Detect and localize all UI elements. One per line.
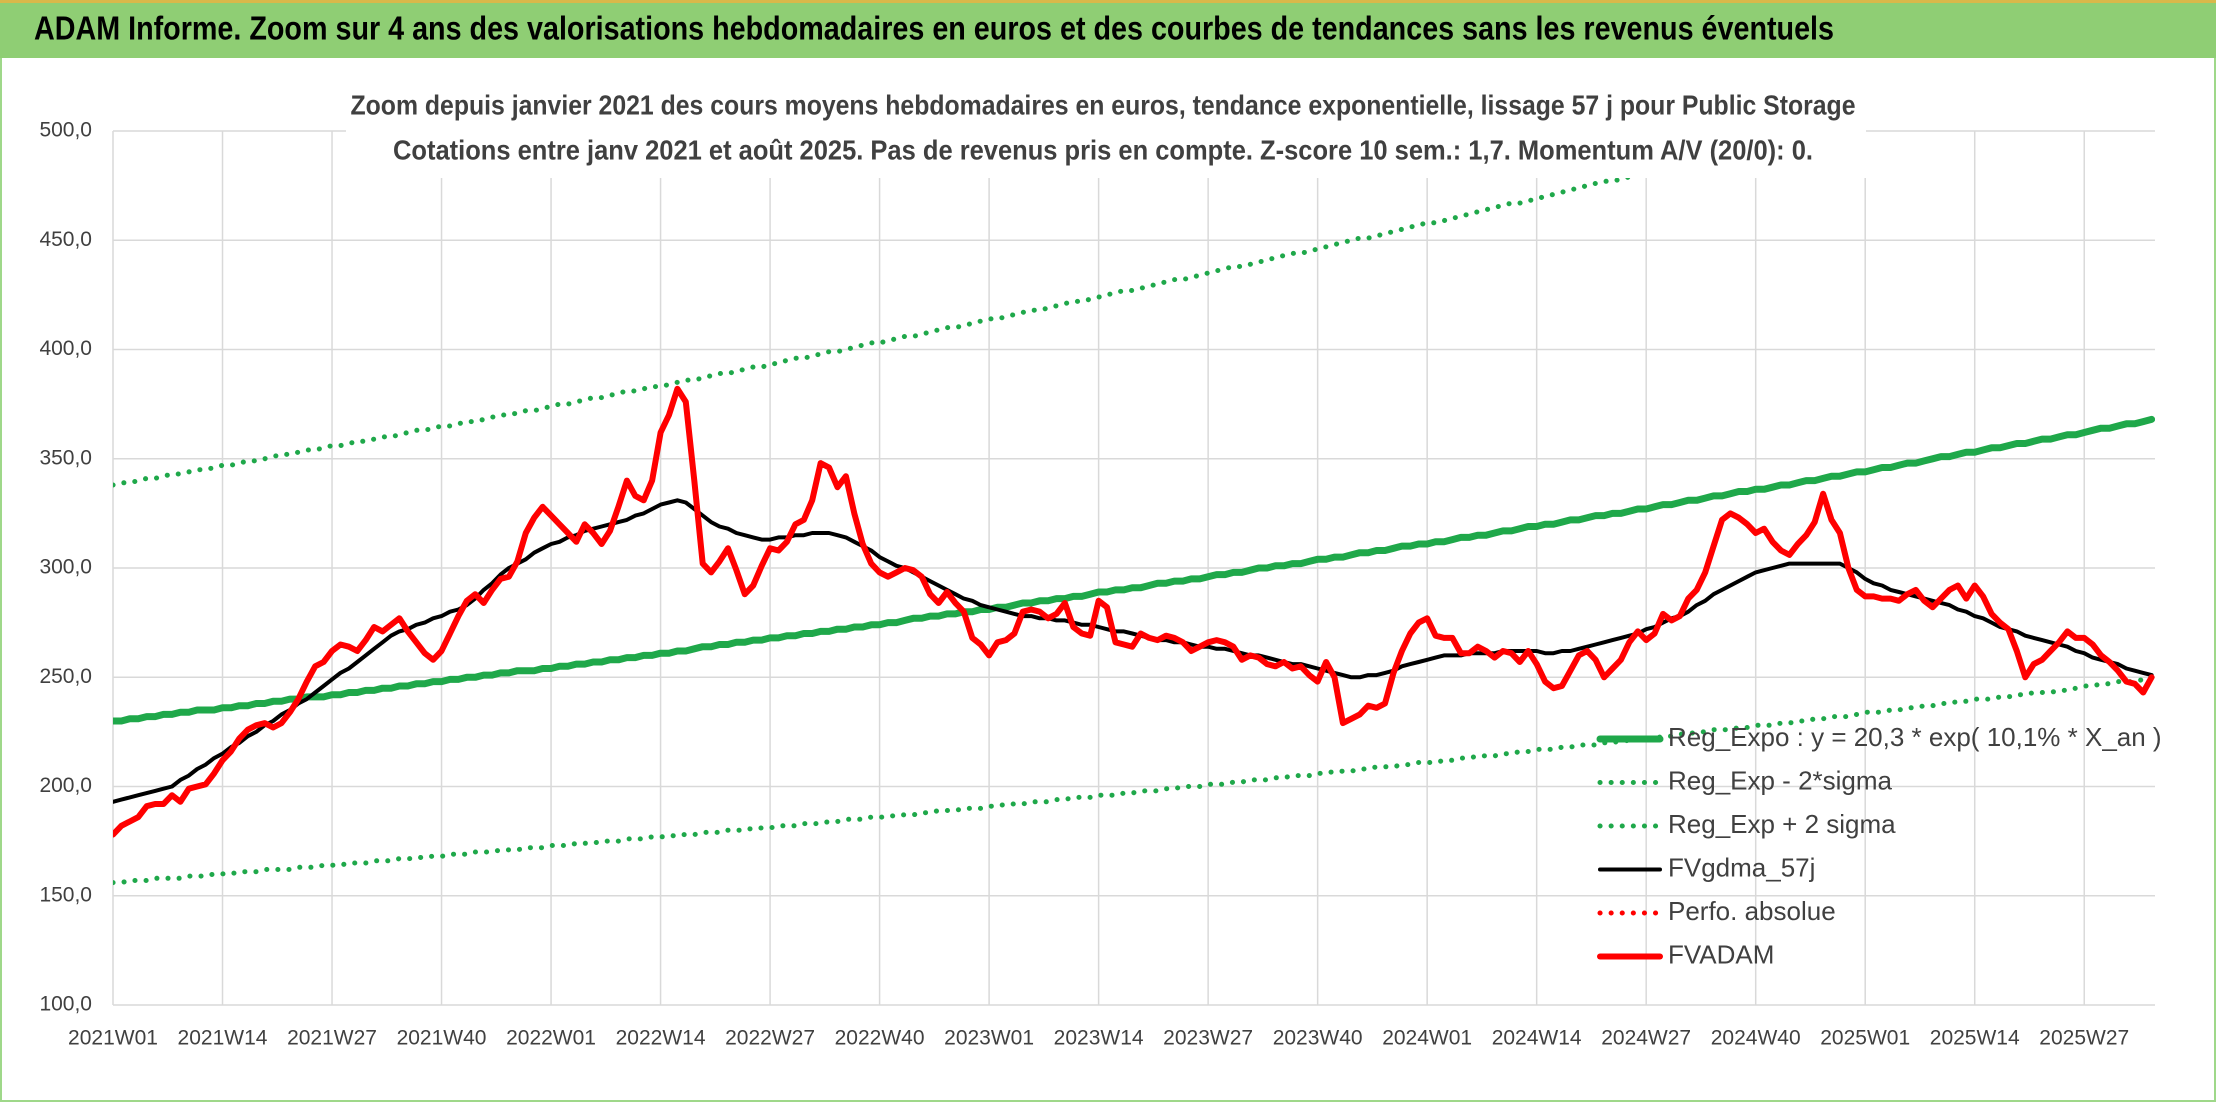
y-tick-label: 400,0 (39, 337, 92, 360)
series-line (113, 385, 2155, 838)
x-tick-label: 2022W27 (725, 1027, 815, 1050)
y-tick-label: 150,0 (39, 883, 92, 906)
x-tick-label: 2025W27 (2039, 1027, 2129, 1050)
x-tick-label: 2022W40 (835, 1027, 925, 1050)
y-tick-label: 500,0 (39, 119, 92, 142)
legend-label: Reg_Exp + 2 sigma (1668, 809, 1896, 839)
x-tick-label: 2024W01 (1382, 1027, 1472, 1050)
y-tick-label: 450,0 (39, 228, 92, 251)
y-tick-label: 200,0 (39, 774, 92, 797)
legend-label: FVADAM (1668, 939, 1774, 969)
y-tick-label: 250,0 (39, 665, 92, 688)
legend-label: Reg_Expo : y = 20,3 * exp( 10,1% * X_an … (1668, 722, 2162, 752)
x-tick-label: 2025W14 (1930, 1027, 2020, 1050)
header-top-line (0, 0, 2216, 3)
legend-label: Reg_Exp - 2*sigma (1668, 765, 1893, 795)
x-tick-label: 2021W14 (178, 1027, 268, 1050)
chart-title: ADAM Informe. Zoom sur 4 ans des valoris… (34, 10, 1834, 47)
legend-label: FVgdma_57j (1668, 852, 1815, 882)
legend: Reg_Expo : y = 20,3 * exp( 10,1% * X_an … (1596, 722, 2162, 969)
x-tick-label: 2023W27 (1163, 1027, 1253, 1050)
series-line (113, 676, 2155, 886)
subtitle-box (346, 84, 1866, 178)
x-tick-label: 2021W40 (397, 1027, 487, 1050)
x-tick-label: 2023W40 (1273, 1027, 1363, 1050)
x-tick-label: 2024W40 (1711, 1027, 1801, 1050)
header-bar (0, 0, 2216, 58)
series-line (113, 498, 2154, 804)
y-tick-label: 100,0 (39, 993, 92, 1016)
x-tick-label: 2023W01 (944, 1027, 1034, 1050)
subtitle-line: Zoom depuis janvier 2021 des cours moyen… (351, 89, 1856, 120)
x-tick-label: 2024W27 (1601, 1027, 1691, 1050)
series-line (113, 415, 2155, 725)
x-tick-label: 2023W14 (1054, 1027, 1144, 1050)
y-tick-label: 300,0 (39, 556, 92, 579)
x-tick-label: 2022W01 (506, 1027, 596, 1050)
axis-labels: 100,0 150,0 200,0 250,0 300,0 350,0 400,0 450,0… (39, 119, 2129, 1050)
x-tick-label: 2021W27 (287, 1027, 377, 1050)
x-tick-label: 2021W01 (68, 1027, 158, 1050)
x-tick-label: 2025W01 (1820, 1027, 1910, 1050)
subtitle-line: Cotations entre janv 2021 et août 2025. … (393, 134, 1813, 165)
legend-label: Perfo. absolue (1668, 896, 1836, 926)
grid (112, 130, 2155, 1006)
y-tick-label: 350,0 (39, 446, 92, 469)
x-tick-label: 2022W14 (616, 1027, 706, 1050)
x-tick-label: 2024W14 (1492, 1027, 1582, 1050)
